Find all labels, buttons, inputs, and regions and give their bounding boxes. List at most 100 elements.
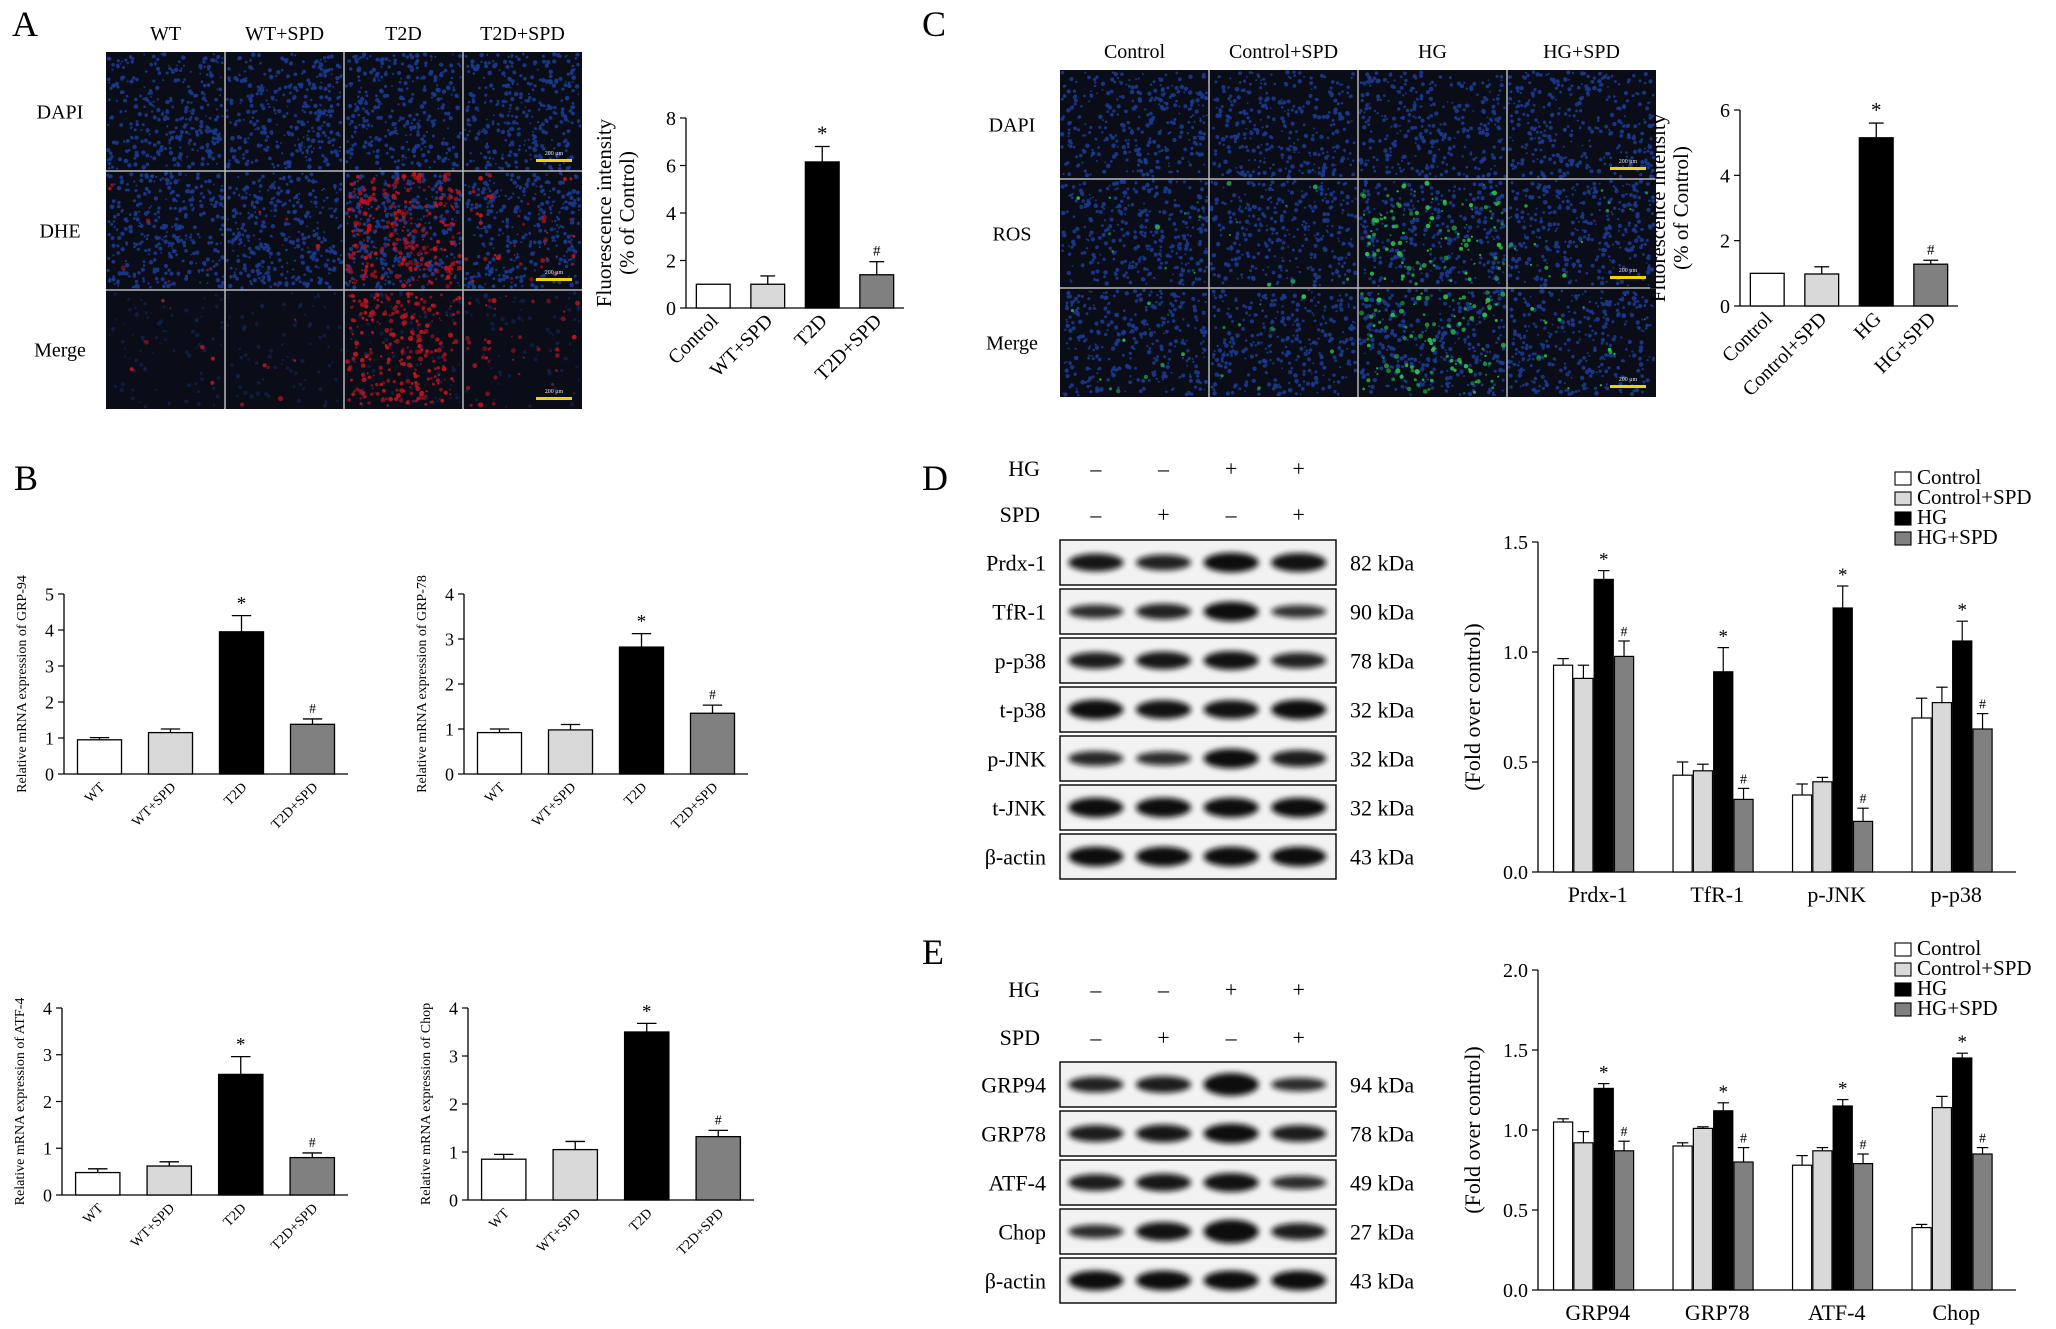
signal-dot	[393, 211, 398, 216]
nucleus-dot	[1497, 139, 1502, 144]
signal-dot	[572, 262, 575, 266]
nucleus-dot	[1292, 104, 1296, 108]
nucleus-dot	[1496, 102, 1500, 105]
nucleus-dot	[1317, 153, 1321, 157]
column-label: HG+SPD	[1543, 41, 1620, 63]
nucleus-dot	[262, 246, 267, 251]
nucleus-dot	[540, 87, 545, 92]
signal-dot	[385, 225, 390, 229]
nucleus-dot	[1313, 163, 1316, 166]
nucleus-dot	[451, 162, 455, 166]
nucleus-dot	[311, 189, 315, 193]
nucleus-dot	[359, 56, 362, 60]
scale-bar-label: 200 μm	[545, 389, 564, 395]
nucleus-dot	[173, 163, 176, 167]
nucleus-dot	[1263, 82, 1267, 86]
nucleus-dot	[1218, 107, 1222, 111]
signal-dot	[426, 283, 429, 286]
nucleus-dot	[297, 83, 300, 86]
signal-dot	[429, 350, 433, 354]
nucleus-dot	[243, 70, 246, 73]
nucleus-dot	[559, 224, 563, 228]
nucleus-dot	[1349, 94, 1353, 98]
nucleus-dot	[162, 329, 166, 333]
nucleus-dot	[1346, 91, 1350, 95]
nucleus-dot	[1278, 101, 1282, 105]
nucleus-dot	[381, 266, 385, 270]
nucleus-dot	[1167, 131, 1171, 135]
nucleus-dot	[1470, 87, 1474, 91]
nucleus-dot	[420, 218, 423, 221]
nucleus-dot	[245, 255, 248, 258]
nucleus-dot	[526, 185, 529, 189]
nucleus-dot	[1109, 160, 1113, 163]
nucleus-dot	[1477, 126, 1482, 131]
nucleus-dot	[557, 280, 562, 285]
nucleus-dot	[254, 128, 257, 131]
nucleus-dot	[431, 187, 435, 191]
nucleus-dot	[1102, 169, 1107, 174]
nucleus-dot	[1604, 124, 1609, 129]
nucleus-dot	[572, 317, 577, 322]
nucleus-dot	[1588, 166, 1591, 169]
signal-dot	[352, 190, 356, 194]
nucleus-dot	[1390, 125, 1393, 128]
signal-dot	[413, 267, 418, 271]
signal-dot	[350, 305, 354, 310]
nucleus-dot	[380, 75, 384, 79]
nucleus-dot	[227, 293, 230, 296]
nucleus-dot	[273, 208, 278, 213]
nucleus-dot	[446, 111, 451, 116]
nucleus-dot	[1253, 123, 1256, 127]
column-label: Control	[1104, 41, 1166, 63]
nucleus-dot	[1376, 78, 1381, 83]
nucleus-dot	[203, 56, 208, 61]
nucleus-dot	[1257, 109, 1262, 114]
nucleus-dot	[190, 101, 193, 104]
nucleus-dot	[112, 83, 116, 87]
nucleus-dot	[159, 226, 164, 230]
nucleus-dot	[486, 125, 490, 129]
nucleus-dot	[184, 234, 188, 237]
nucleus-dot	[265, 99, 268, 102]
signal-dot	[407, 362, 412, 368]
signal-dot	[446, 223, 450, 227]
nucleus-dot	[564, 55, 567, 58]
nucleus-dot	[520, 298, 526, 304]
nucleus-dot	[1151, 174, 1155, 178]
signal-dot	[419, 390, 425, 396]
nucleus-dot	[561, 194, 566, 199]
nucleus-dot	[1153, 88, 1158, 93]
nucleus-dot	[485, 118, 488, 121]
nucleus-dot	[1310, 88, 1313, 91]
nucleus-dot	[399, 238, 402, 241]
signal-dot	[402, 389, 406, 393]
nucleus-dot	[549, 349, 553, 353]
nucleus-dot	[387, 275, 390, 279]
nucleus-dot	[376, 116, 381, 120]
nucleus-dot	[309, 278, 314, 282]
nucleus-dot	[504, 194, 507, 198]
nucleus-dot	[1175, 71, 1179, 75]
nucleus-dot	[551, 83, 557, 88]
signal-dot	[390, 292, 394, 296]
nucleus-dot	[414, 53, 420, 58]
nucleus-dot	[577, 379, 580, 382]
signal-dot	[551, 382, 555, 386]
nucleus-dot	[516, 175, 521, 180]
nucleus-dot	[255, 119, 259, 123]
nucleus-dot	[187, 164, 192, 169]
nucleus-dot	[1555, 79, 1560, 84]
nucleus-dot	[290, 132, 295, 137]
nucleus-dot	[1217, 75, 1221, 79]
nucleus-dot	[1551, 143, 1555, 148]
nucleus-dot	[216, 173, 221, 179]
nucleus-dot	[1265, 107, 1269, 110]
nucleus-dot	[201, 306, 205, 310]
nucleus-dot	[1492, 104, 1496, 108]
signal-dot	[129, 367, 134, 371]
signal-dot	[369, 350, 374, 355]
nucleus-dot	[1631, 135, 1637, 141]
nucleus-dot	[483, 196, 488, 201]
nucleus-dot	[143, 138, 148, 143]
